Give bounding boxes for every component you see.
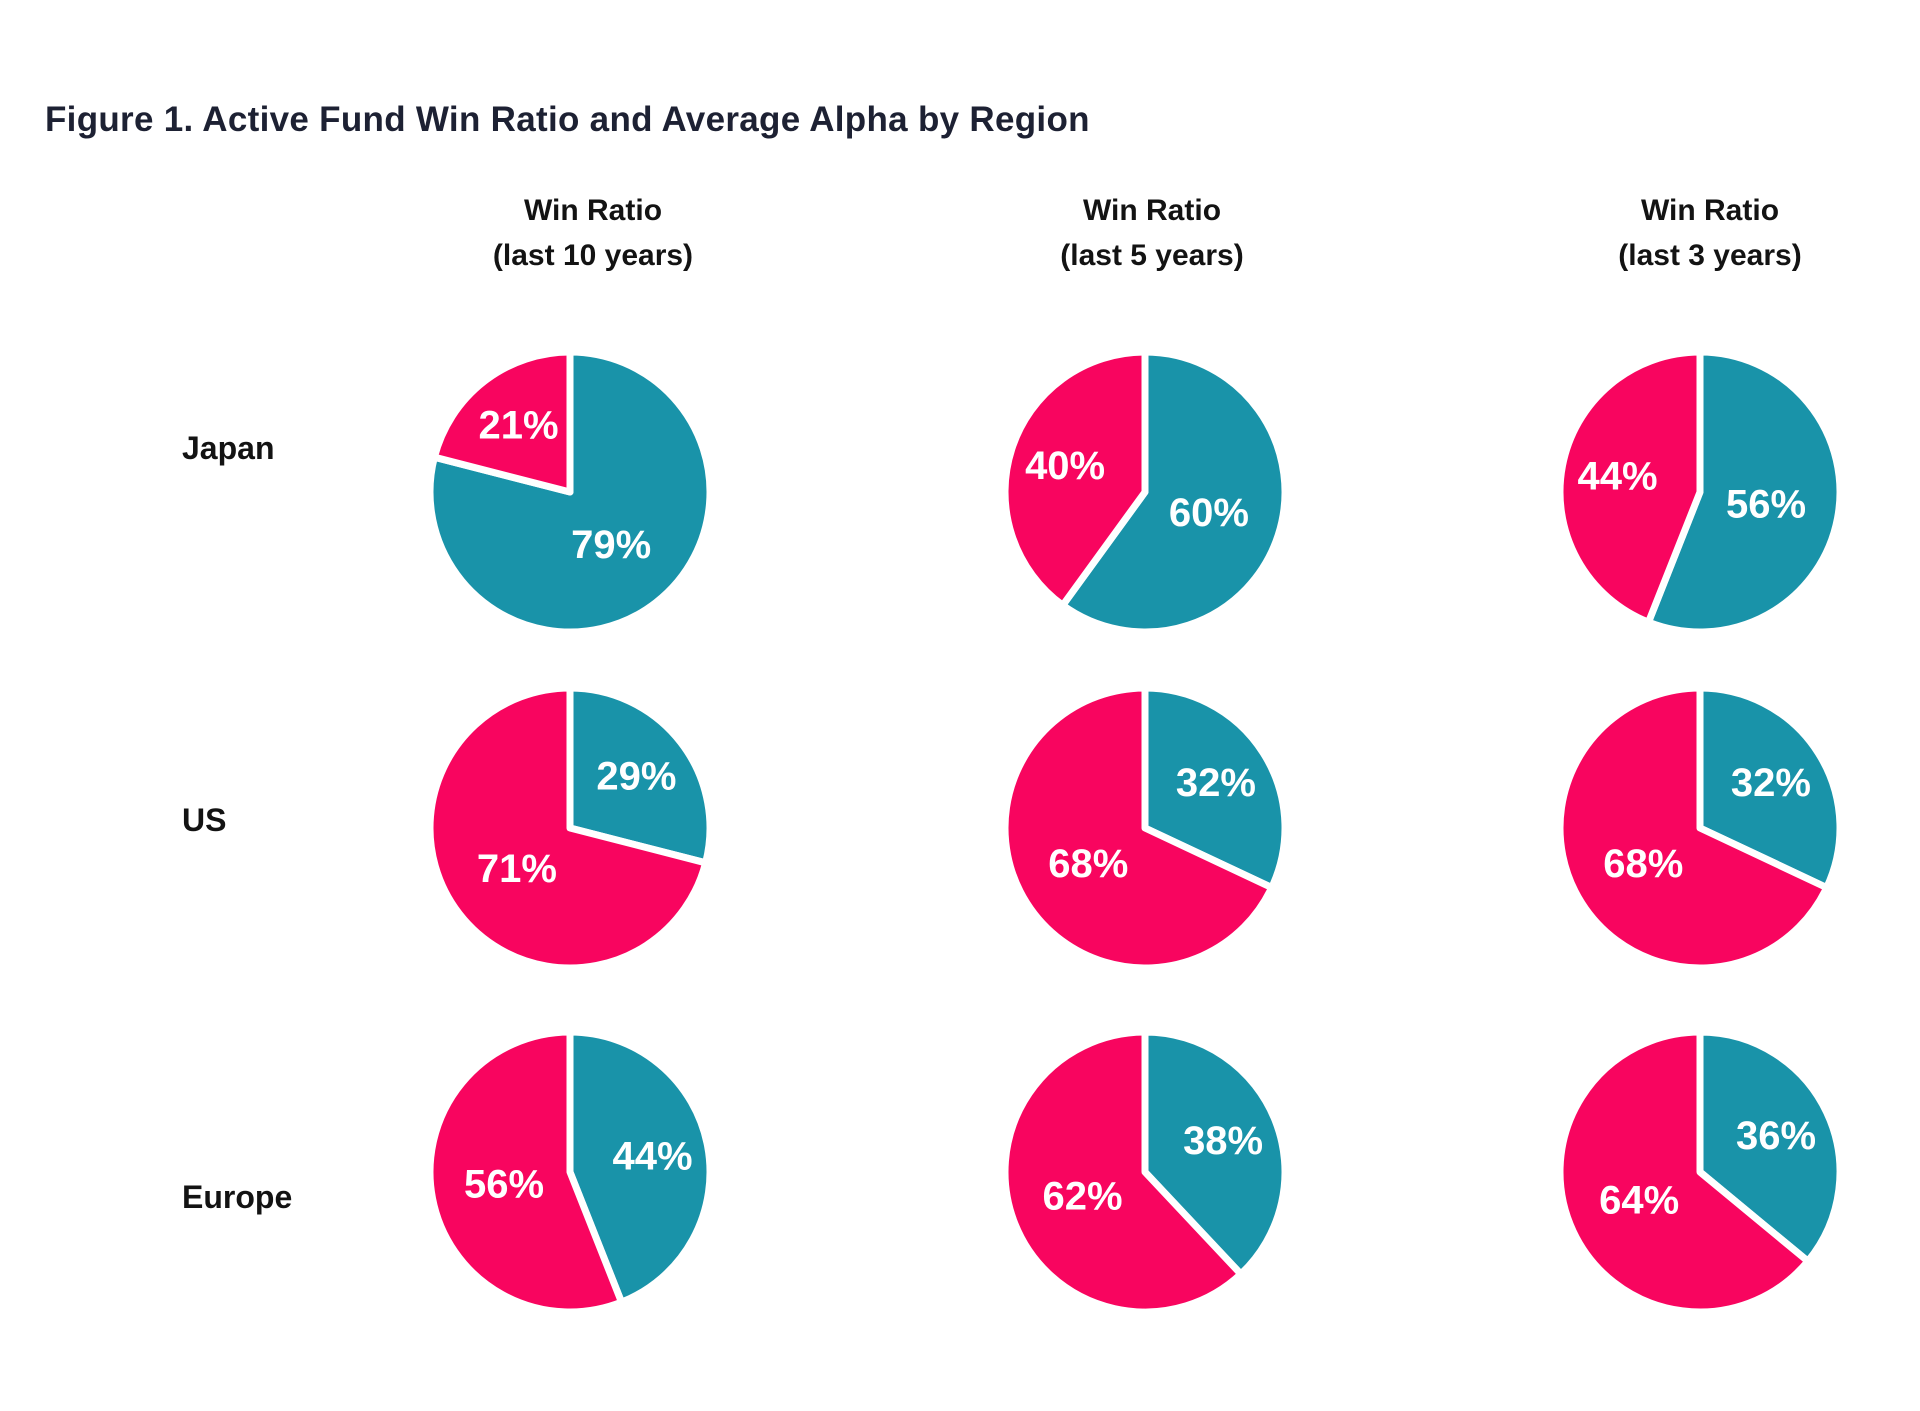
pie-slice xyxy=(1556,348,1704,626)
pie-chart-japan-last-3-years: 56% 44% xyxy=(1550,342,1850,642)
pie-slice-label: 62% xyxy=(1042,1175,1122,1219)
pie-slice xyxy=(1644,348,1844,636)
pie-chart-japan-last-5-years: 60% 40% xyxy=(995,342,1295,642)
pie-slice xyxy=(566,684,714,867)
column-header-sublabel: (last 5 years) xyxy=(1060,239,1244,272)
column-header-label: Win Ratio xyxy=(523,194,663,227)
row-label-europe: Europe xyxy=(182,1179,293,1215)
row-label-us: US xyxy=(182,802,227,838)
pie-slice xyxy=(1696,684,1844,892)
pie-slice-label: 44% xyxy=(612,1134,692,1178)
pie-slice-label: 29% xyxy=(596,755,676,799)
pie-slice-label: 71% xyxy=(477,847,557,891)
pie-slice xyxy=(1696,1028,1844,1265)
pie-slice-label: 56% xyxy=(1726,483,1806,527)
pie-slice-label: 60% xyxy=(1169,491,1249,535)
pie-slice-label: 32% xyxy=(1176,761,1256,805)
column-header-last-3-years: Win Ratio (last 3 years) xyxy=(1490,188,1920,278)
pie-slice xyxy=(1001,348,1149,609)
pie-slice-label: 38% xyxy=(1183,1119,1263,1163)
pie-chart-us-last-5-years: 32% 68% xyxy=(995,678,1295,978)
column-header-label: Win Ratio xyxy=(1640,194,1780,227)
pie-chart-japan-last-10-years: 79% 21% xyxy=(420,342,720,642)
pie-slice xyxy=(1556,684,1831,972)
column-header-last-10-years: Win Ratio (last 10 years) xyxy=(373,188,813,278)
pie-slice-label: 68% xyxy=(1048,842,1128,886)
pie-slice-label: 40% xyxy=(1025,444,1105,488)
pie-chart-us-last-3-years: 32% 68% xyxy=(1550,678,1850,978)
pie-slice xyxy=(426,1028,626,1316)
pie-slice xyxy=(426,684,710,972)
pie-slice xyxy=(1556,1028,1812,1316)
pie-chart-europe-last-10-years: 44% 56% xyxy=(420,1022,720,1322)
row-label-japan: Japan xyxy=(182,430,275,466)
pie-slice xyxy=(1141,1028,1289,1278)
pie-slice xyxy=(1001,1028,1245,1316)
pie-slice xyxy=(566,1028,714,1306)
pie-slice xyxy=(1059,348,1289,636)
pie-slice-label: 56% xyxy=(464,1163,544,1207)
pie-chart-europe-last-3-years: 36% 64% xyxy=(1550,1022,1850,1322)
pie-slice xyxy=(1001,684,1276,972)
pie-chart-europe-last-5-years: 38% 62% xyxy=(995,1022,1295,1322)
pie-slice xyxy=(1141,684,1289,892)
pie-slice-label: 68% xyxy=(1603,842,1683,886)
pie-chart-us-last-10-years: 29% 71% xyxy=(420,678,720,978)
pie-slice-label: 36% xyxy=(1736,1114,1816,1158)
column-header-last-5-years: Win Ratio (last 5 years) xyxy=(932,188,1372,278)
column-header-sublabel: (last 3 years) xyxy=(1618,239,1802,272)
pie-slice-label: 44% xyxy=(1577,454,1657,498)
pie-slice-label: 32% xyxy=(1731,761,1811,805)
column-header-label: Win Ratio xyxy=(1082,194,1222,227)
pie-slice-label: 79% xyxy=(571,523,651,567)
column-header-sublabel: (last 10 years) xyxy=(492,239,694,272)
pie-slice-label: 64% xyxy=(1599,1179,1679,1223)
pie-slice xyxy=(430,348,574,496)
pie-slice-label: 21% xyxy=(478,404,558,448)
figure-title: Figure 1. Active Fund Win Ratio and Aver… xyxy=(45,100,1090,139)
